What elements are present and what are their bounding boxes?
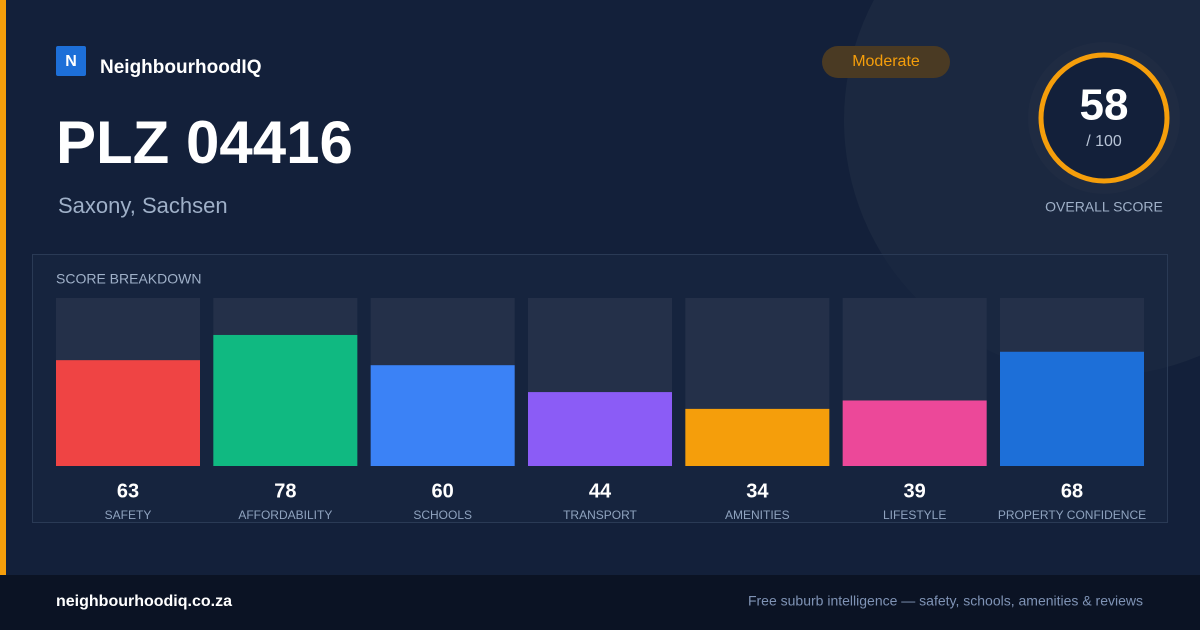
logo-letter: N bbox=[65, 53, 77, 70]
category-label: PROPERTY CONFIDENCE bbox=[998, 508, 1146, 522]
badge bbox=[822, 46, 950, 78]
value-label: 39 bbox=[904, 480, 926, 502]
value-label: 34 bbox=[746, 480, 769, 502]
score-caption: OVERALL SCORE bbox=[1045, 199, 1163, 215]
bar bbox=[213, 334, 358, 466]
category-label: AMENITIES bbox=[725, 508, 790, 522]
bar bbox=[528, 392, 672, 466]
category-label: LIFESTYLE bbox=[883, 508, 946, 522]
value-label: 68 bbox=[1061, 480, 1083, 502]
bar bbox=[685, 408, 830, 466]
bar bbox=[56, 360, 200, 466]
bar bbox=[842, 400, 987, 466]
accent-strip bbox=[0, 0, 6, 575]
footer-tagline: Free suburb intelligence — safety, schoo… bbox=[748, 593, 1143, 609]
value-label: 78 bbox=[274, 480, 296, 502]
title: PLZ 04416 bbox=[56, 109, 353, 176]
bar bbox=[370, 365, 515, 466]
score-ring bbox=[1038, 52, 1170, 184]
value-label: 63 bbox=[117, 480, 139, 502]
score-max: / 100 bbox=[1086, 133, 1122, 150]
brand-name: NeighbourhoodIQ bbox=[100, 57, 261, 78]
category-label: SAFETY bbox=[105, 508, 152, 522]
value-label: 44 bbox=[589, 480, 612, 502]
category-label: SCHOOLS bbox=[413, 508, 472, 522]
logo bbox=[56, 46, 86, 76]
footer-site: neighbourhoodiq.co.za bbox=[56, 593, 232, 610]
chart-title: SCORE BREAKDOWN bbox=[56, 271, 201, 287]
footer-bar bbox=[0, 575, 1200, 630]
category-label: AFFORDABILITY bbox=[238, 508, 332, 522]
score-value: 58 bbox=[1080, 81, 1129, 130]
bar bbox=[1000, 351, 1144, 466]
subtitle: Saxony, Sachsen bbox=[58, 193, 228, 218]
category-label: TRANSPORT bbox=[563, 508, 637, 522]
badge-text: Moderate bbox=[852, 53, 920, 70]
value-label: 60 bbox=[432, 480, 454, 502]
